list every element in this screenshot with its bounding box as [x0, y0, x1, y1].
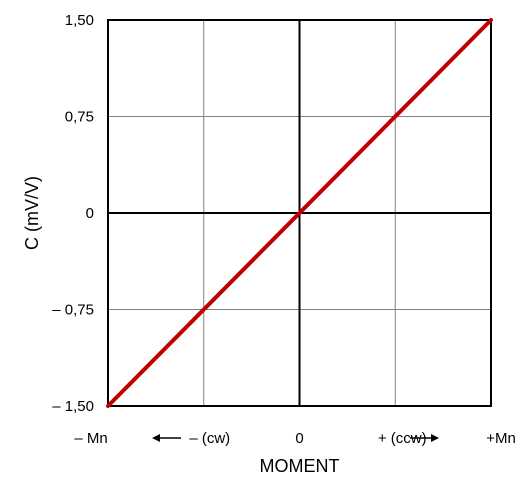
y-axis-title: C (mV/V) — [22, 176, 42, 250]
x-tick-label: – Mn — [74, 430, 107, 447]
series-group — [106, 18, 493, 408]
x-tick-label: +Mn — [486, 430, 516, 447]
y-tick-label: – 0,75 — [52, 302, 94, 319]
x-tick-label: 0 — [295, 430, 303, 447]
x-axis-title: MOMENT — [260, 456, 340, 476]
x-tick-labels: – Mn – (cw) 0 + (ccw) +Mn — [74, 430, 515, 447]
y-tick-label: – 1,50 — [52, 398, 94, 415]
plot-frame — [107, 19, 492, 407]
y-tick-labels: 1,50 0,75 0 – 0,75 – 1,50 — [52, 12, 94, 415]
y-tick-label: 0,75 — [65, 109, 94, 126]
direction-arrows — [152, 434, 439, 442]
series-line — [106, 18, 493, 408]
right-arrow-icon — [431, 434, 439, 442]
y-tick-label: 0 — [86, 205, 94, 222]
x-tick-label: + (ccw) — [378, 430, 427, 447]
left-arrow-icon — [152, 434, 160, 442]
y-tick-label: 1,50 — [65, 12, 94, 29]
x-tick-label: – (cw) — [189, 430, 230, 447]
